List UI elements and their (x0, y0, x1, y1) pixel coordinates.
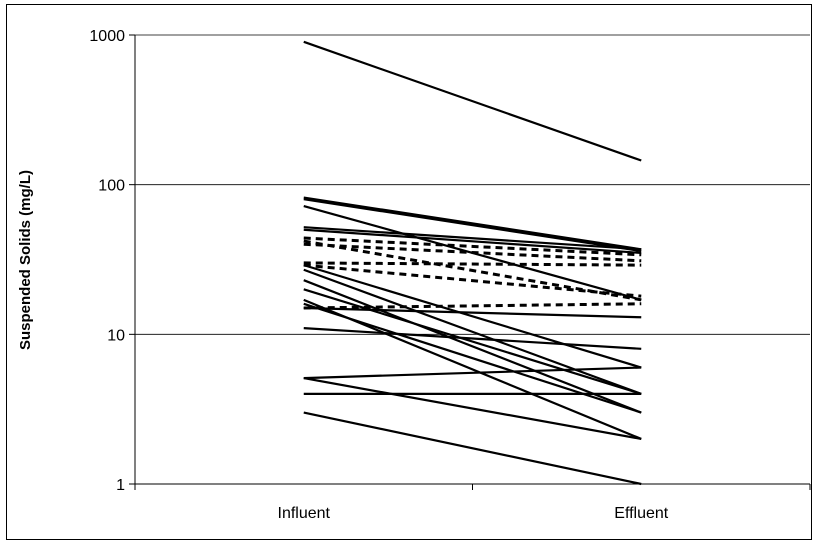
tick-labels: 1 10 100 1000 Influent Effluent (89, 28, 668, 522)
series-line (303, 279, 642, 414)
series-line-dashed (303, 261, 642, 267)
series-line-dashed (303, 302, 642, 310)
series-line (303, 40, 642, 162)
series-line-dashed (303, 239, 642, 302)
axes (129, 34, 811, 490)
series-line (303, 226, 642, 251)
y-tick-label: 1 (116, 477, 125, 494)
series-line-dashed (303, 263, 642, 298)
y-tick-label: 100 (98, 178, 125, 195)
y-tick-label: 10 (107, 327, 125, 344)
series-line-dashed (303, 236, 642, 257)
gridlines (135, 34, 810, 335)
series-line (303, 306, 642, 319)
series-line (303, 327, 642, 350)
series-line (303, 411, 642, 486)
series-line (303, 302, 642, 414)
x-tick-label: Effluent (614, 505, 669, 522)
y-axis-title: Suspended Solids (mg/L) (17, 170, 34, 350)
series-line (303, 268, 642, 395)
series-lines (303, 40, 642, 486)
series-line (303, 196, 642, 251)
series-line (303, 366, 642, 380)
y-tick-label: 1000 (89, 28, 125, 45)
series-line (303, 288, 642, 395)
series-line (303, 228, 642, 255)
series-line-dashed (303, 242, 642, 263)
series-line (303, 377, 642, 441)
x-tick-label: Influent (278, 505, 331, 522)
series-line (303, 198, 642, 253)
chart-frame (6, 4, 812, 540)
series-line (303, 264, 642, 369)
